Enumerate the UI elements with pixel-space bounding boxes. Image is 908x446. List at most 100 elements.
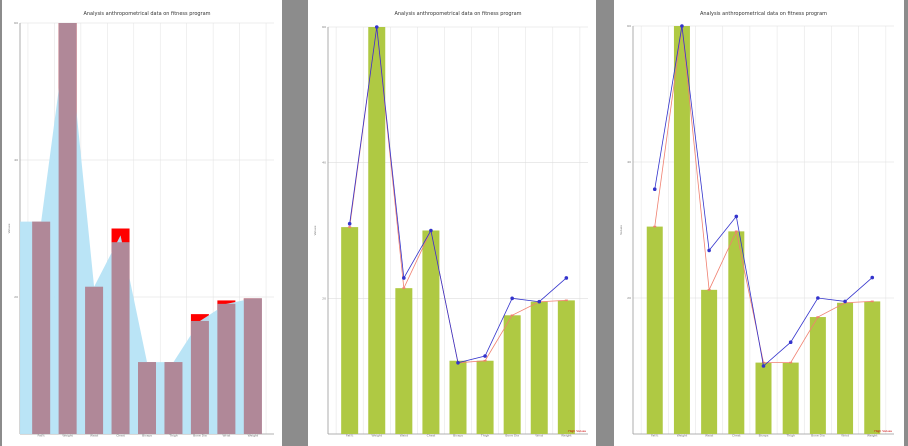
bar-green [755, 362, 772, 434]
x-tick-label: Chest [732, 434, 741, 438]
series-marker [789, 361, 793, 364]
bar-green [449, 360, 467, 434]
y-tick-label: 40 [322, 161, 326, 165]
chart-note: High Values [568, 429, 586, 433]
series-marker [652, 187, 657, 191]
x-tick-label: Wrist [841, 434, 849, 438]
x-tick-label: Biceps [759, 434, 769, 438]
y-tick-label: 40 [627, 160, 631, 164]
bar-green [395, 288, 413, 434]
bar-green [646, 226, 663, 434]
series-marker [870, 275, 875, 280]
bar-mauve [243, 298, 262, 434]
chart-1: Analysis anthropometrical data on fitnes… [7, 11, 274, 438]
bar-mauve [58, 23, 77, 434]
bar-green [673, 26, 690, 434]
bar-green [368, 27, 386, 434]
series-marker [707, 289, 711, 291]
bar-green [837, 302, 854, 434]
x-tick-label: Bone Dia [505, 434, 519, 438]
bar-mauve [138, 362, 156, 434]
chart-panel-1: Analysis anthropometrical data on fitnes… [2, 0, 282, 446]
series-marker [456, 360, 460, 365]
series-marker [347, 221, 352, 226]
bar-mauve [85, 286, 104, 434]
y-axis-label: Values [619, 225, 623, 235]
bar-green [341, 227, 359, 434]
bar-green [530, 301, 548, 434]
series-marker [374, 25, 379, 29]
y-tick-label: 60 [14, 21, 18, 25]
bar-green [728, 231, 745, 434]
bar-green [864, 301, 881, 434]
x-tick-label: Weight [62, 434, 73, 438]
chart-2: Analysis anthropometrical data on fitnes… [313, 11, 588, 438]
bar-mauve [32, 221, 51, 434]
bar-green [503, 315, 521, 434]
series-marker [348, 226, 352, 228]
x-tick-label: Fat% [38, 434, 45, 438]
series-marker [680, 24, 684, 28]
x-tick-label: Weight [867, 434, 878, 438]
x-tick-label: Waist [705, 434, 714, 438]
series-marker [870, 300, 874, 303]
series-marker [734, 214, 739, 219]
x-tick-label: Biceps [142, 434, 152, 438]
series-marker [734, 230, 738, 233]
chart-title: Analysis anthropometrical data on fitnes… [700, 11, 827, 17]
y-tick-label: 60 [627, 24, 631, 28]
series-marker [816, 316, 820, 318]
x-tick-label: Waist [400, 434, 409, 438]
y-tick-label: 60 [322, 25, 326, 29]
series-marker [816, 296, 820, 300]
bar-green [557, 300, 575, 434]
x-tick-label: Bone Dia [811, 434, 825, 438]
x-tick-label: Weight [677, 434, 688, 438]
series-marker [761, 364, 766, 368]
series-marker [564, 276, 569, 280]
series-marker [564, 299, 568, 302]
series-marker [537, 299, 542, 304]
x-tick-label: Chest [427, 434, 436, 438]
chart-note: High Values [874, 429, 892, 433]
bar-mauve [217, 303, 236, 434]
x-tick-label: Weight [372, 434, 383, 438]
series-marker [843, 299, 847, 304]
vertical-gridlines [27, 23, 267, 434]
x-tick-label: Thigh [786, 434, 795, 438]
x-tick-label: Biceps [453, 434, 463, 438]
vertical-gridlines [335, 27, 581, 434]
x-tick-label: Fat% [346, 434, 353, 438]
series-marker [483, 359, 487, 362]
y-tick-label: 20 [322, 296, 326, 300]
series-marker [402, 287, 406, 289]
series-marker [483, 354, 487, 358]
chart-title: Analysis anthropometrical data on fitnes… [83, 11, 210, 17]
x-tick-label: Fat% [651, 434, 658, 438]
bar-mauve [164, 362, 183, 434]
x-tick-label: Wrist [223, 434, 231, 438]
series-marker [707, 248, 711, 253]
series-marker [762, 361, 765, 364]
vertical-gridlines [640, 26, 887, 434]
y-tick-label: 20 [627, 296, 631, 300]
bar-green [422, 230, 440, 434]
series-marker [788, 340, 793, 345]
bar-green [701, 289, 718, 434]
series-marker [429, 228, 433, 233]
x-tick-label: Wrist [535, 434, 543, 438]
y-axis-label: Values [7, 223, 11, 233]
x-tick-label: Weight [248, 434, 259, 438]
series-marker [510, 296, 514, 301]
x-tick-label: Chest [116, 434, 125, 438]
y-tick-label: 40 [14, 158, 18, 162]
chart-panel-3: Analysis anthropometrical data on fitnes… [614, 0, 904, 446]
chart-panel-2: Analysis anthropometrical data on fitnes… [308, 0, 596, 446]
chart-3: Analysis anthropometrical data on fitnes… [619, 11, 894, 438]
y-tick-label: 20 [14, 295, 18, 299]
x-tick-label: Weight [561, 434, 572, 438]
x-tick-label: Thigh [480, 434, 489, 438]
y-axis-label: Values [313, 225, 317, 235]
series-marker [402, 276, 406, 280]
series-marker [510, 314, 514, 317]
